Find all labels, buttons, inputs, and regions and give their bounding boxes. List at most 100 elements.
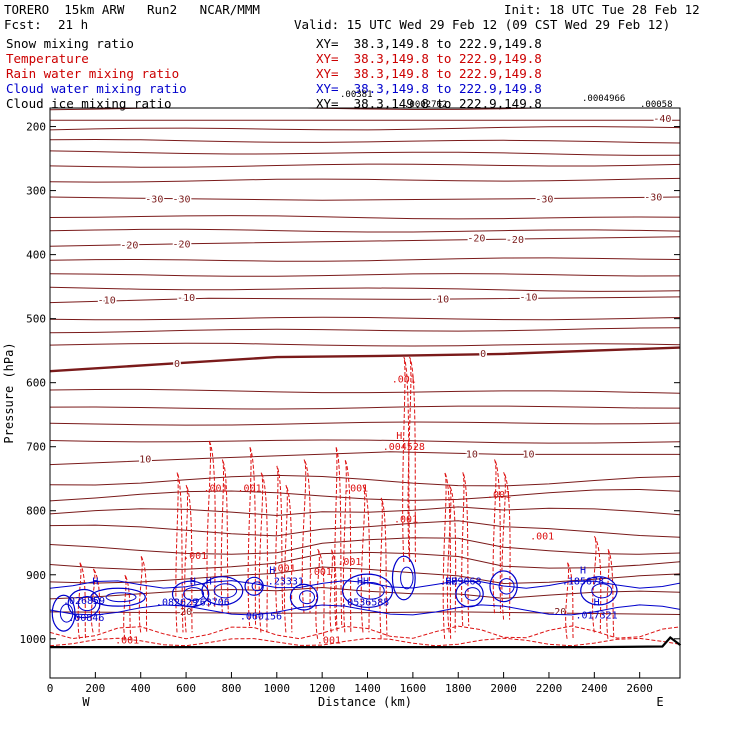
field-name-snow: Snow mixing ratio	[6, 36, 134, 51]
x-tick-label: 2400	[581, 682, 608, 695]
x-tick-label: 1000	[264, 682, 291, 695]
isotherm-label-10: 10	[523, 449, 535, 460]
x-tick-label: 600	[176, 682, 196, 695]
cloud-label: H	[92, 576, 98, 587]
isotherm-0	[50, 346, 680, 373]
cloud-contour	[244, 576, 264, 596]
cloud-contour-inner	[591, 583, 613, 599]
overlap-label-2: .0002762	[404, 100, 448, 110]
cloud-contour-inner	[77, 596, 97, 612]
isotherm-label--30: -30	[145, 195, 163, 206]
cloud-contour-inner	[400, 566, 414, 590]
isotherm-label--10: -10	[177, 293, 195, 304]
rain-label: .001	[183, 551, 207, 562]
rain-contour	[175, 472, 184, 633]
rain-label: .004528	[383, 442, 425, 453]
overlap-label-3: .0004966	[582, 94, 626, 104]
cloud-contour	[289, 583, 319, 611]
x-tick-label: 0	[47, 682, 54, 695]
isotherm-label--40: -40	[653, 114, 671, 125]
rain-contour	[258, 472, 268, 633]
rain-contour	[565, 561, 574, 639]
x-tick-label: 2200	[536, 682, 563, 695]
cloud-contour-inner	[105, 592, 137, 603]
cloud-label: .082629	[156, 598, 198, 609]
field-xy-temperature: XY= 38.3,149.8 to 222.9,149.8	[316, 51, 542, 66]
isotherm-label--20: -20	[173, 239, 191, 250]
cloud-label: H	[269, 565, 275, 576]
isotherm-unlabeled	[50, 108, 566, 111]
isotherm-unlabeled	[50, 79, 685, 82]
y-tick-label: 1000	[20, 633, 47, 646]
rain-contour	[379, 497, 388, 639]
x-tick-label: 200	[85, 682, 105, 695]
cloud-contour	[391, 555, 416, 601]
cloud-contour	[201, 576, 244, 606]
x-tick-label: 1600	[400, 682, 427, 695]
terrain-line	[50, 636, 682, 649]
field-xy-cloud-ice: XY= 38.3,149.8 to 222.9,149.8	[316, 96, 542, 111]
isotherm-unlabeled	[50, 138, 680, 144]
isotherm-unlabeled	[50, 551, 680, 571]
field-name-temperature: Temperature	[6, 51, 89, 66]
field-xy-cloud-water: XY= 38.3,149.8 to 222.9,149.8	[316, 81, 542, 96]
west-end-label: W	[82, 695, 90, 709]
rain-contour-low	[50, 625, 680, 640]
rain-contour	[77, 561, 86, 639]
rain-contour	[442, 472, 452, 639]
rain-contour	[123, 574, 132, 639]
cloud-label: H	[594, 598, 600, 609]
rain-label: .001	[308, 567, 332, 578]
y-tick-label: 600	[26, 377, 46, 390]
x-tick-label: 1800	[445, 682, 472, 695]
rain-contour	[402, 356, 411, 562]
rain-contour	[446, 484, 457, 633]
isotherm-label--20: -20	[506, 235, 524, 246]
rain-contour	[329, 548, 338, 633]
rain-label: .001	[115, 635, 139, 646]
cloud-label: .017321	[576, 610, 618, 621]
rain-contours: .001.004528H.001.001.001.001.001.001.001…	[50, 356, 680, 647]
overlap-label-1: .00381	[340, 90, 373, 100]
isotherm-unlabeled	[50, 273, 680, 277]
rain-label: .001	[238, 484, 262, 495]
y-tick-label: 400	[26, 249, 46, 262]
isotherm-label--30: -30	[644, 193, 662, 204]
isotherm-unlabeled	[50, 228, 680, 233]
isotherm-label-10: 10	[139, 455, 151, 466]
rain-label: .001	[392, 375, 416, 386]
cloud-label: HH	[445, 576, 457, 587]
rain-contour	[90, 568, 101, 633]
cloud-contour-inner	[251, 581, 263, 592]
isotherm-unlabeled	[50, 537, 680, 555]
cloud-label: .185678	[562, 576, 604, 587]
rain-contour	[283, 484, 293, 633]
isotherm-label--30: -30	[173, 195, 191, 206]
cloud-contour-inner	[299, 590, 316, 605]
valid-time: Valid: 15 UTC Wed 29 Feb 12 (09 CST Wed …	[294, 17, 671, 32]
isotherm-unlabeled	[50, 520, 680, 538]
y-tick-label: 700	[26, 441, 46, 454]
isotherm--30	[50, 196, 680, 201]
rain-contour	[407, 356, 416, 562]
cloud-contour-inner	[183, 587, 205, 601]
rain-contour	[247, 446, 257, 627]
isotherm-unlabeled	[50, 163, 680, 168]
isotherm-unlabeled	[50, 177, 680, 183]
isotherm-label-20: 20	[180, 607, 192, 618]
x-tick-label: 1200	[309, 682, 336, 695]
overlap-label-4: .00058	[640, 100, 673, 110]
x-tick-label: 2600	[626, 682, 653, 695]
isotherm-label--10: -10	[431, 294, 449, 305]
cloud-label: H	[206, 576, 212, 587]
isotherm-unlabeled	[50, 506, 680, 517]
rain-contour	[334, 446, 343, 627]
x-axis-label: Distance (km)	[318, 695, 412, 709]
rain-label: .001	[487, 490, 511, 501]
y-tick-label: 500	[26, 313, 46, 326]
isotherm-unlabeled	[50, 474, 680, 487]
x-tick-label: 400	[131, 682, 151, 695]
